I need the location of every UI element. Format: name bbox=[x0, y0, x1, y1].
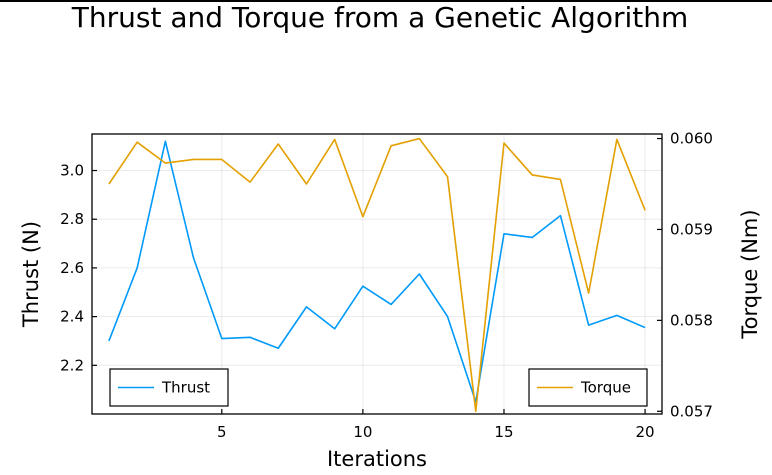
legend-torque: Torque bbox=[528, 368, 648, 407]
x-tick-label: 20 bbox=[636, 423, 655, 441]
right-y-tick-label: 0.059 bbox=[670, 220, 713, 238]
right-y-tick-label: 0.060 bbox=[670, 130, 713, 148]
legend-thrust: Thrust bbox=[109, 368, 229, 407]
grid-lines bbox=[92, 134, 662, 414]
left-y-axis-ticks: 2.2 2.4 2.6 2.8 3.0 bbox=[60, 162, 97, 374]
right-y-axis-label: Torque (Nm) bbox=[738, 209, 762, 339]
left-y-axis-label: Thrust (N) bbox=[19, 221, 43, 328]
x-tick-label: 5 bbox=[217, 423, 227, 441]
left-y-tick-label: 2.2 bbox=[60, 356, 84, 374]
x-axis-ticks: 5 10 15 20 bbox=[217, 409, 655, 441]
left-y-tick-label: 3.0 bbox=[60, 162, 84, 180]
left-y-tick-label: 2.8 bbox=[60, 210, 84, 228]
left-y-tick-label: 2.6 bbox=[60, 259, 84, 277]
series-lines bbox=[108, 137, 646, 413]
legend-torque-label: Torque bbox=[580, 379, 631, 397]
plot-frame bbox=[91, 133, 663, 415]
right-y-tick-label: 0.057 bbox=[670, 402, 713, 420]
chart-title: Thrust and Torque from a Genetic Algorit… bbox=[71, 1, 689, 34]
right-y-axis-ticks: 0.057 0.058 0.059 0.060 bbox=[657, 130, 713, 420]
right-y-tick-label: 0.058 bbox=[670, 311, 713, 329]
top-border bbox=[0, 0, 772, 2]
x-axis-label: Iterations bbox=[327, 447, 427, 471]
series-line-thrust bbox=[108, 140, 646, 403]
series-line-torque bbox=[108, 137, 646, 413]
x-tick-label: 10 bbox=[353, 423, 372, 441]
x-tick-label: 15 bbox=[494, 423, 513, 441]
left-y-tick-label: 2.4 bbox=[60, 308, 84, 326]
legend-thrust-label: Thrust bbox=[161, 379, 210, 397]
